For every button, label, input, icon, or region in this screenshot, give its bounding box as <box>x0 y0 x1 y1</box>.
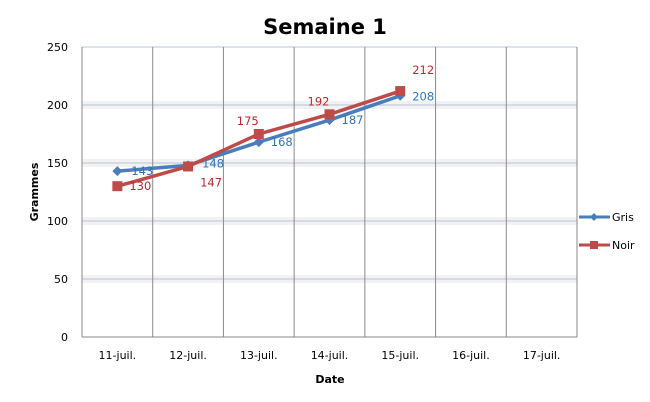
data-label-noir: 175 <box>237 114 259 128</box>
data-point-gris <box>112 166 123 177</box>
legend: Gris Noir <box>579 211 635 252</box>
x-tick-label: 17-juil. <box>523 349 561 362</box>
data-label-gris: 148 <box>202 156 224 170</box>
x-tick-label: 15-juil. <box>381 349 419 362</box>
y-axis-label: Grammes <box>28 162 41 221</box>
series-layer: 143 148 168 187 208 130 147 175 192 212 <box>112 63 434 193</box>
x-axis-ticks: 11-juil. 12-juil. 13-juil. 14-juil. 15-juil.… <box>99 349 561 362</box>
y-axis-ticks: 0 50 100 150 200 250 <box>47 41 68 344</box>
data-label-noir: 147 <box>200 175 222 189</box>
y-tick-label: 0 <box>61 331 68 344</box>
y-tick-label: 100 <box>47 215 68 228</box>
y-tick-label: 250 <box>47 41 68 54</box>
y-tick-label: 150 <box>47 157 68 170</box>
legend-label-gris: Gris <box>612 211 634 224</box>
data-point-noir <box>112 181 123 192</box>
x-tick-label: 16-juil. <box>452 349 490 362</box>
data-point-noir <box>253 129 264 139</box>
x-tick-label: 11-juil. <box>99 349 137 362</box>
y-tick-label: 200 <box>47 99 68 112</box>
x-tick-label: 13-juil. <box>240 349 278 362</box>
data-label-noir: 130 <box>129 179 151 193</box>
data-label-noir: 192 <box>308 94 330 108</box>
legend-label-noir: Noir <box>612 239 635 252</box>
data-label-gris: 168 <box>271 135 293 149</box>
legend-marker-noir <box>590 241 598 249</box>
plot-grid <box>81 46 578 338</box>
data-point-gris <box>253 137 264 148</box>
x-tick-label: 14-juil. <box>311 349 349 362</box>
data-label-gris: 187 <box>342 113 364 127</box>
data-point-noir <box>183 161 194 172</box>
data-point-noir <box>395 86 406 97</box>
data-point-noir <box>324 109 335 120</box>
x-tick-label: 12-juil. <box>169 349 207 362</box>
legend-marker-gris <box>590 213 598 221</box>
x-axis-label: Date <box>315 373 344 386</box>
chart-title: Semaine 1 <box>263 15 387 39</box>
plot-bands <box>82 101 577 283</box>
data-label-noir: 212 <box>412 63 434 77</box>
data-label-gris: 143 <box>131 164 153 178</box>
data-label-gris: 208 <box>412 90 434 104</box>
y-tick-label: 50 <box>54 273 68 286</box>
